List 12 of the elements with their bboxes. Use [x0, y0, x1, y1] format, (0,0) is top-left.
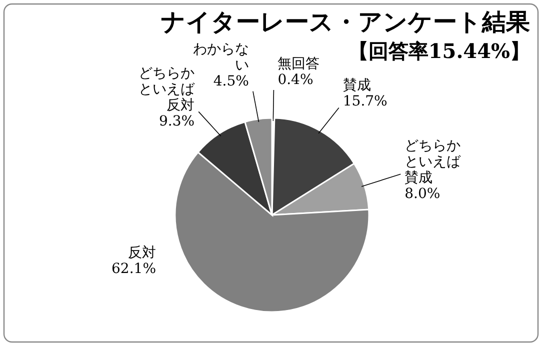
- data-label: 62.1%: [112, 261, 156, 277]
- slice-label: 賛成: [342, 78, 371, 94]
- data-label: 15.7%: [342, 94, 388, 110]
- slice-label: 反対: [128, 245, 156, 261]
- data-label: 0.4%: [278, 72, 314, 88]
- slice-label: どちらかといえば賛成: [404, 138, 462, 186]
- data-label: 8.0%: [404, 186, 440, 202]
- data-label: 9.3%: [159, 114, 195, 130]
- data-label: 4.5%: [213, 73, 249, 90]
- slice-label: 無回答: [278, 56, 320, 72]
- chart-subtitle: 【回答率15.44%】: [348, 39, 530, 63]
- chart-title: ナイターレース・アンケート結果: [161, 7, 530, 36]
